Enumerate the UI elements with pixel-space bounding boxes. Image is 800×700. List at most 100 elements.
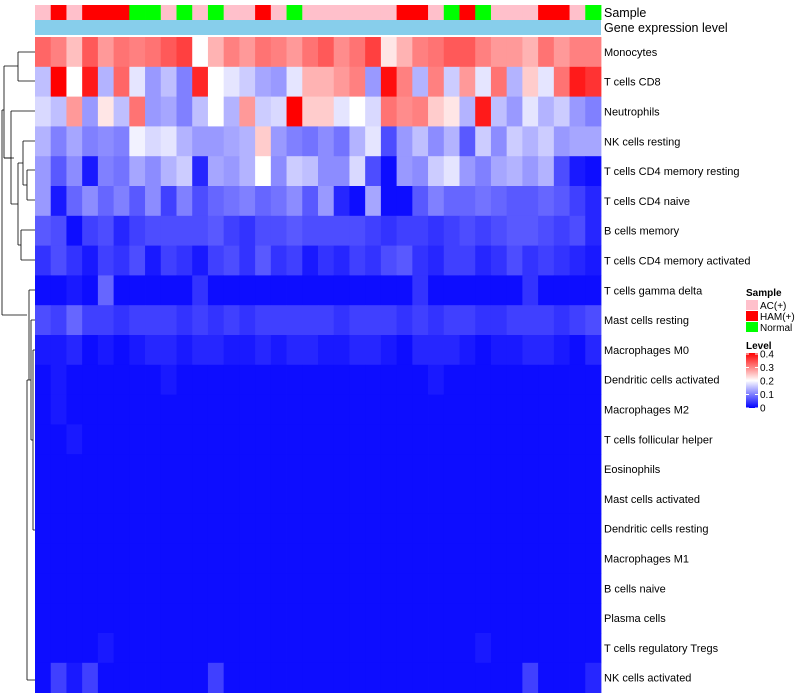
heatmap-cell (506, 156, 523, 187)
heatmap-cell (270, 484, 287, 515)
heatmap-cell (223, 186, 240, 217)
heatmap-cell (412, 513, 429, 544)
heatmap-cell (333, 424, 350, 455)
heatmap-cell (145, 186, 162, 217)
heatmap-cell (255, 186, 272, 217)
heatmap-cell (506, 543, 523, 574)
heatmap-cell (239, 156, 256, 187)
heatmap-cell (443, 245, 460, 276)
sample-annotation-cell (239, 5, 256, 20)
heatmap-cell (412, 37, 429, 68)
heatmap-cell (302, 454, 319, 485)
heatmap-cell (380, 96, 398, 127)
heatmap-cell (113, 543, 130, 574)
row-label: Macrophages M0 (604, 345, 689, 357)
heatmap-cell (207, 662, 225, 693)
heatmap-cell (145, 424, 162, 455)
heatmap-cell (522, 424, 539, 455)
heatmap-cell (459, 364, 476, 395)
heatmap-cell (490, 543, 508, 574)
heatmap-cell (459, 215, 476, 246)
heatmap-cell (192, 126, 209, 157)
heatmap-cell (318, 394, 335, 425)
heatmap-cell (380, 275, 398, 306)
heatmap-cell (286, 156, 303, 187)
heatmap-cell (239, 633, 256, 664)
heatmap-cell (396, 215, 413, 246)
sample-annotation-cell (553, 5, 570, 20)
heatmap-cell (412, 543, 429, 574)
heatmap-cell (459, 335, 476, 366)
heatmap-cell (553, 37, 570, 68)
heatmap-cell (380, 364, 398, 395)
heatmap-cell (349, 394, 366, 425)
heatmap-cell (428, 245, 445, 276)
legend-entry-label: HAM(+) (760, 312, 795, 323)
heatmap-cell (176, 335, 193, 366)
heatmap-cell (286, 335, 303, 366)
heatmap-cell (522, 66, 539, 97)
heatmap-cell (396, 275, 413, 306)
heatmap-cell (192, 484, 209, 515)
heatmap-cell (302, 394, 319, 425)
heatmap-cell (380, 186, 398, 217)
heatmap-cell (239, 66, 256, 97)
heatmap-cell (490, 215, 508, 246)
heatmap-cell (66, 394, 83, 425)
heatmap-cell (129, 245, 146, 276)
heatmap-cell (270, 96, 287, 127)
sample-annotation-cell (270, 5, 287, 20)
heatmap-cell (490, 603, 508, 634)
sample-annotation-cell (349, 5, 366, 20)
legend-entry-label: Normal (760, 323, 792, 334)
legend-swatch (746, 311, 758, 321)
legend-entry-label: AC(+) (760, 301, 786, 312)
heatmap-cell (192, 633, 209, 664)
heatmap-cell (50, 186, 67, 217)
heatmap-cell (459, 633, 476, 664)
heatmap-cell (239, 126, 256, 157)
heatmap-cell (475, 335, 492, 366)
heatmap-cell (349, 603, 366, 634)
row-label: Eosinophils (604, 464, 661, 476)
heatmap-cell (318, 633, 335, 664)
heatmap-cell (192, 662, 209, 693)
heatmap-cell (113, 424, 130, 455)
heatmap-cell (255, 66, 272, 97)
heatmap-cell (522, 37, 539, 68)
heatmap-cell (553, 245, 570, 276)
legend-tick-label: 0.4 (760, 350, 774, 361)
heatmap-cell (176, 633, 193, 664)
heatmap-cell (396, 424, 413, 455)
heatmap-cell (129, 305, 146, 336)
heatmap-cell (129, 633, 146, 664)
heatmap-cell (145, 454, 162, 485)
heatmap-cell (459, 513, 476, 544)
heatmap-cell (113, 662, 130, 693)
heatmap-cell (50, 633, 67, 664)
heatmap-cell (207, 454, 225, 485)
heatmap-cell (207, 305, 225, 336)
heatmap-cell (333, 186, 350, 217)
heatmap-cell (412, 424, 429, 455)
heatmap-cell (50, 96, 67, 127)
heatmap-cell (223, 573, 240, 604)
heatmap-cell (522, 543, 539, 574)
heatmap-cell (490, 126, 508, 157)
heatmap-cell (522, 305, 539, 336)
heatmap-cell (286, 126, 303, 157)
row-labels: Monocytes T cells CD8 Neutrophils NK cells … (604, 47, 751, 685)
heatmap-cell (569, 126, 586, 157)
heatmap-cell (66, 126, 83, 157)
heatmap-cell (506, 603, 523, 634)
heatmap-cell (522, 186, 539, 217)
heatmap-cell (176, 603, 193, 634)
heatmap-cell (35, 484, 52, 515)
heatmap-cell (255, 633, 272, 664)
heatmap-cell (318, 513, 335, 544)
sample-annotation-cell (82, 5, 99, 20)
heatmap-cell (396, 633, 413, 664)
heatmap-cell (239, 543, 256, 574)
heatmap-cell (302, 662, 319, 693)
heatmap-cell (333, 603, 350, 634)
